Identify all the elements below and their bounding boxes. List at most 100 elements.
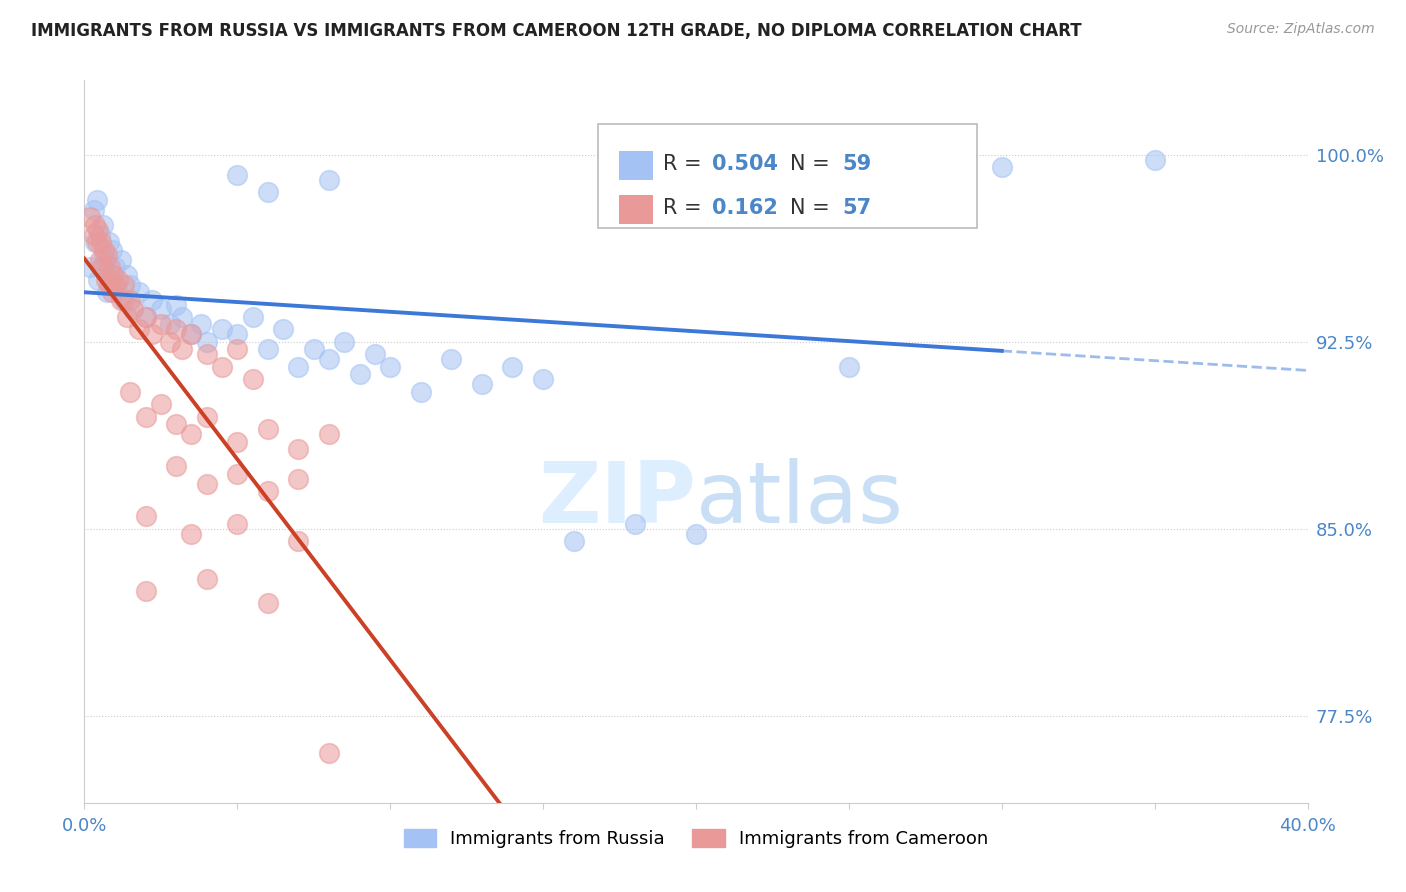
Point bbox=[149, 397, 172, 411]
Point bbox=[96, 248, 118, 262]
Point bbox=[159, 334, 181, 349]
Point bbox=[364, 347, 387, 361]
Point bbox=[135, 509, 157, 524]
Point bbox=[159, 318, 181, 332]
Point bbox=[195, 409, 218, 424]
Point bbox=[211, 359, 233, 374]
Point bbox=[115, 310, 138, 324]
Point bbox=[86, 193, 108, 207]
Point bbox=[1143, 153, 1166, 167]
Point bbox=[110, 293, 132, 307]
Point bbox=[226, 434, 249, 449]
Point bbox=[90, 260, 112, 274]
Point bbox=[90, 235, 112, 250]
Point bbox=[333, 334, 356, 349]
Point bbox=[165, 417, 187, 431]
FancyBboxPatch shape bbox=[619, 151, 654, 179]
Point bbox=[112, 293, 135, 307]
Point bbox=[79, 260, 101, 274]
Point bbox=[94, 252, 117, 267]
Point bbox=[110, 252, 132, 267]
Point bbox=[226, 327, 249, 342]
Point bbox=[135, 409, 157, 424]
Point bbox=[172, 343, 194, 357]
Point bbox=[89, 252, 111, 267]
Point bbox=[898, 168, 921, 182]
Point bbox=[318, 352, 340, 367]
Point bbox=[409, 384, 432, 399]
Point bbox=[91, 260, 114, 274]
Point bbox=[349, 368, 371, 382]
Point bbox=[135, 310, 157, 324]
Point bbox=[96, 285, 118, 299]
Point bbox=[302, 343, 325, 357]
Point bbox=[83, 202, 105, 217]
Text: 0.504: 0.504 bbox=[711, 153, 778, 174]
Point bbox=[180, 327, 202, 342]
Point bbox=[242, 372, 264, 386]
Point bbox=[287, 534, 309, 549]
Text: 0.162: 0.162 bbox=[711, 198, 778, 218]
Point bbox=[89, 227, 111, 242]
Point bbox=[104, 260, 127, 274]
Point bbox=[440, 352, 463, 367]
Point bbox=[226, 516, 249, 531]
Point bbox=[257, 186, 280, 200]
Point bbox=[107, 285, 129, 299]
FancyBboxPatch shape bbox=[598, 124, 977, 228]
Point bbox=[120, 277, 142, 292]
Point bbox=[172, 310, 194, 324]
Point bbox=[226, 168, 249, 182]
Point bbox=[271, 322, 294, 336]
Text: N =: N = bbox=[790, 198, 837, 218]
Point bbox=[380, 359, 402, 374]
Point bbox=[165, 459, 187, 474]
Text: 59: 59 bbox=[842, 153, 872, 174]
Point bbox=[685, 526, 707, 541]
Point bbox=[84, 218, 107, 232]
Point bbox=[195, 347, 218, 361]
Point bbox=[122, 302, 145, 317]
Text: N =: N = bbox=[790, 153, 837, 174]
Y-axis label: 12th Grade, No Diploma: 12th Grade, No Diploma bbox=[0, 349, 7, 534]
Point bbox=[135, 310, 157, 324]
Point bbox=[101, 243, 124, 257]
Point bbox=[190, 318, 212, 332]
Point bbox=[195, 334, 218, 349]
Legend: Immigrants from Russia, Immigrants from Cameroon: Immigrants from Russia, Immigrants from … bbox=[396, 822, 995, 855]
Point bbox=[991, 161, 1014, 175]
Point bbox=[624, 516, 647, 531]
Point bbox=[318, 173, 340, 187]
Text: Source: ZipAtlas.com: Source: ZipAtlas.com bbox=[1227, 22, 1375, 37]
Point bbox=[180, 327, 202, 342]
Text: atlas: atlas bbox=[696, 458, 904, 541]
Point bbox=[84, 235, 107, 250]
Point bbox=[135, 584, 157, 599]
Point bbox=[257, 597, 280, 611]
Point bbox=[226, 467, 249, 481]
Point bbox=[107, 272, 129, 286]
Text: R =: R = bbox=[664, 198, 709, 218]
Point bbox=[115, 268, 138, 282]
Point bbox=[103, 268, 125, 282]
Point bbox=[471, 377, 494, 392]
Point bbox=[87, 223, 110, 237]
Point bbox=[97, 235, 120, 250]
Point bbox=[94, 272, 117, 286]
Point bbox=[98, 268, 121, 282]
Point bbox=[128, 285, 150, 299]
Point bbox=[287, 442, 309, 456]
Point bbox=[257, 484, 280, 499]
Point bbox=[562, 534, 585, 549]
Point bbox=[79, 211, 101, 225]
Point bbox=[86, 235, 108, 250]
Text: R =: R = bbox=[664, 153, 709, 174]
Point bbox=[195, 476, 218, 491]
Point bbox=[318, 427, 340, 442]
Text: 57: 57 bbox=[842, 198, 872, 218]
Point bbox=[257, 422, 280, 436]
Point bbox=[531, 372, 554, 386]
Point bbox=[112, 277, 135, 292]
Point bbox=[120, 293, 142, 307]
Point bbox=[83, 227, 105, 242]
